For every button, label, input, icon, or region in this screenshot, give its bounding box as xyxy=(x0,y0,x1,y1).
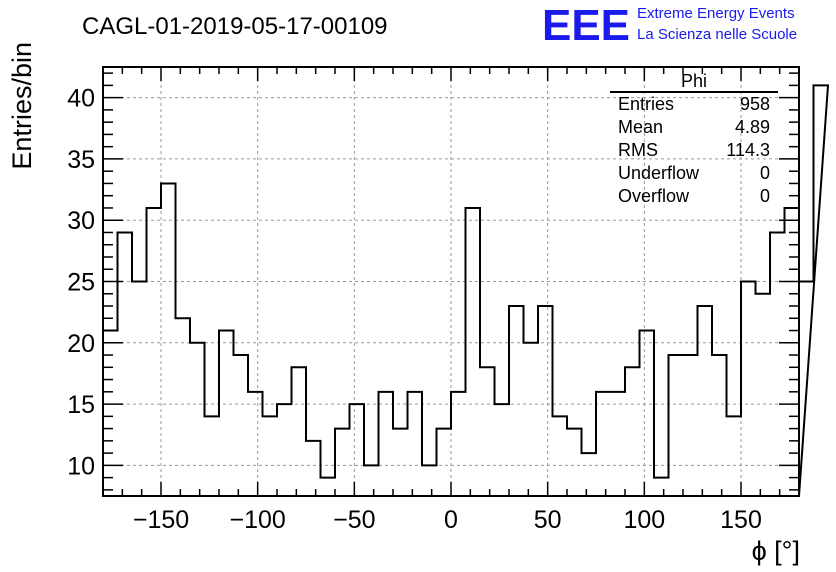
eee-logo-mark: EEE xyxy=(542,1,630,50)
eee-logo-line2: La Scienza nelle Scuole xyxy=(637,26,797,43)
eee-logo-line1: Extreme Energy Events xyxy=(637,5,795,22)
x-tick-label: 100 xyxy=(623,506,665,534)
x-tick-label: −100 xyxy=(230,506,286,534)
stats-row-label: Overflow xyxy=(618,186,690,206)
stats-row-value: 0 xyxy=(760,163,770,183)
chart-title: CAGL-01-2019-05-17-00109 xyxy=(82,13,388,40)
stats-box-title: Phi xyxy=(681,71,707,91)
stats-row-label: Mean xyxy=(618,117,663,137)
y-axis-ticks: 10 15 20 25 30 35 40 xyxy=(67,72,799,491)
y-tick-label: 15 xyxy=(67,391,95,419)
x-axis-ticks: −150 −100 −50 0 50 100 150 xyxy=(121,67,781,534)
stats-box-rows: Entries 958 Mean 4.89 RMS 114.3 Underflow 0 Over… xyxy=(618,94,770,206)
y-tick-label: 40 xyxy=(67,85,95,113)
grid-layer xyxy=(103,67,799,496)
y-tick-label: 10 xyxy=(67,452,95,480)
x-tick-label: −50 xyxy=(333,506,375,534)
stats-row-value: 0 xyxy=(760,186,770,206)
y-tick-label: 20 xyxy=(67,330,95,358)
y-tick-label: 30 xyxy=(67,207,95,235)
stats-row-value: 4.89 xyxy=(735,117,770,137)
y-tick-label: 25 xyxy=(67,269,95,297)
stats-box: Phi Entries 958 Mean 4.89 RMS 114.3 Underflow 0… xyxy=(610,71,778,206)
x-tick-label: 50 xyxy=(534,506,562,534)
x-axis-label: ϕ [°] xyxy=(752,536,800,566)
x-tick-label: 0 xyxy=(444,506,458,534)
x-tick-label: −150 xyxy=(133,506,189,534)
stats-row-label: Entries xyxy=(618,94,674,114)
histogram-outline xyxy=(102,84,830,497)
y-tick-label: 35 xyxy=(67,146,95,174)
x-tick-label: 150 xyxy=(720,506,762,534)
y-axis-label: Entries/bin xyxy=(7,42,37,170)
stats-row-value: 958 xyxy=(740,94,770,114)
stats-row-value: 114.3 xyxy=(726,140,770,160)
stats-row-label: Underflow xyxy=(618,163,700,183)
stats-row-label: RMS xyxy=(618,140,658,160)
eee-logo: EEE Extreme Energy Events La Scienza nel… xyxy=(542,1,797,50)
